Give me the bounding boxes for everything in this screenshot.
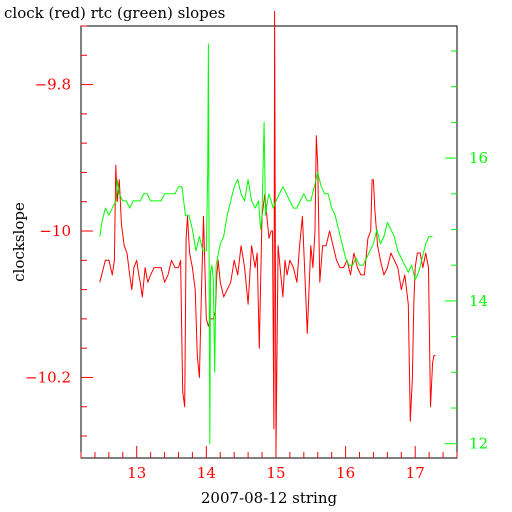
plot-frame	[80, 25, 458, 459]
bottom-tick-label: 13	[127, 464, 146, 482]
left-tick-label: −10.2	[25, 368, 71, 386]
right-axis-ticks: 12 14 16	[445, 50, 488, 453]
series-layer	[99, 10, 436, 452]
y-axis-label: clockslope	[10, 202, 28, 282]
left-tick-label: −9.8	[35, 76, 71, 94]
series-line-rtc	[99, 43, 433, 445]
series-line-clock	[99, 10, 436, 452]
bottom-tick-label: 16	[336, 464, 355, 482]
left-tick-label: −10	[39, 222, 71, 240]
bottom-axis-ticks: 13 14 15 16 17	[80, 446, 458, 482]
bottom-tick-label: 17	[406, 464, 425, 482]
bottom-tick-label: 14	[197, 464, 216, 482]
left-axis-ticks: −9.8 −10 −10.2	[25, 25, 93, 437]
right-tick-label: 14	[469, 292, 488, 310]
right-tick-label: 12	[469, 435, 488, 453]
chart-title: clock (red) rtc (green) slopes	[4, 4, 225, 22]
bottom-tick-label: 15	[266, 464, 285, 482]
right-tick-label: 16	[469, 149, 488, 167]
x-axis-label: 2007-08-12 string	[201, 489, 338, 507]
